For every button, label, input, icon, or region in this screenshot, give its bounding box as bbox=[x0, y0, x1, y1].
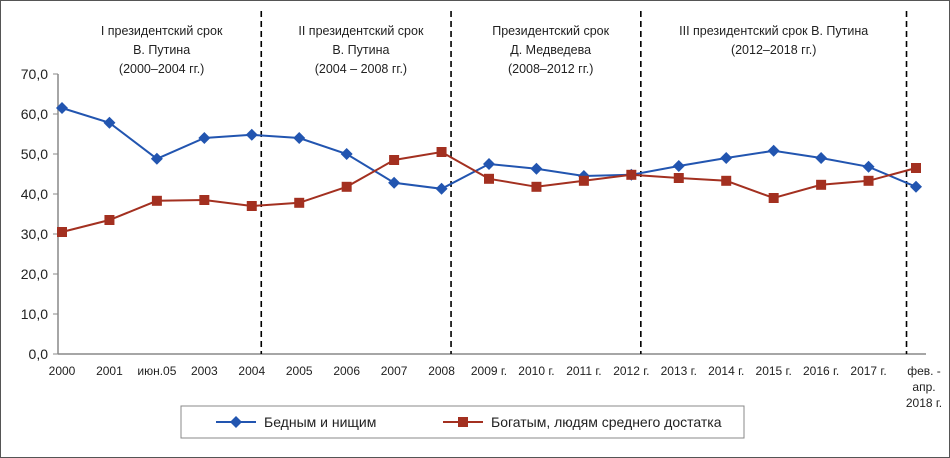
legend-label: Богатым, людям среднего достатка bbox=[491, 414, 722, 430]
data-point-square bbox=[863, 175, 874, 186]
x-tick-label: июн.05 bbox=[137, 364, 176, 378]
x-tick-label: 2007 bbox=[381, 364, 408, 378]
data-point-square bbox=[151, 195, 162, 206]
period-label: II президентский срок bbox=[298, 24, 424, 38]
y-tick-label: 10,0 bbox=[21, 306, 48, 322]
data-point-diamond bbox=[483, 158, 495, 170]
data-point-square bbox=[104, 215, 115, 225]
x-tick-label: фев. - bbox=[907, 364, 941, 378]
period-label: Д. Медведева bbox=[510, 43, 591, 57]
y-tick-label: 20,0 bbox=[21, 266, 48, 282]
data-point-square bbox=[436, 147, 447, 157]
data-point-square bbox=[199, 195, 210, 205]
data-point-square bbox=[294, 197, 305, 208]
data-point-square bbox=[816, 179, 827, 190]
x-tick-label: 2003 bbox=[191, 364, 218, 378]
x-tick-label: 2011 г. bbox=[566, 364, 601, 378]
data-point-square bbox=[578, 175, 589, 186]
data-point-diamond bbox=[340, 148, 353, 160]
data-point-diamond bbox=[530, 162, 543, 175]
y-tick-label: 50,0 bbox=[21, 146, 48, 162]
x-tick-label: 2015 г. bbox=[756, 364, 792, 378]
data-point-diamond bbox=[910, 180, 922, 193]
x-tick-label: 2005 bbox=[286, 364, 313, 378]
period-label: III президентский срок В. Путина bbox=[679, 24, 868, 38]
data-point-square bbox=[57, 227, 67, 237]
x-tick-label: 2004 bbox=[238, 364, 265, 378]
y-tick-label: 0,0 bbox=[29, 346, 49, 362]
y-tick-label: 60,0 bbox=[21, 106, 48, 122]
data-point-square bbox=[246, 201, 257, 211]
data-point-diamond bbox=[720, 152, 733, 164]
data-point-diamond bbox=[293, 132, 306, 144]
period-label: I президентский срок bbox=[101, 24, 223, 38]
x-tick-label: апр. bbox=[912, 380, 935, 394]
y-tick-label: 30,0 bbox=[21, 226, 48, 242]
data-point-square bbox=[768, 193, 779, 203]
x-tick-label: 2018 г. bbox=[906, 396, 942, 410]
period-label: Президентский срок bbox=[492, 24, 609, 38]
x-tick-label: 2010 г. bbox=[518, 364, 554, 378]
data-point-diamond bbox=[198, 132, 211, 144]
x-tick-label: 2008 bbox=[428, 364, 455, 378]
x-tick-label: 2001 bbox=[96, 364, 123, 378]
data-point-diamond bbox=[150, 152, 163, 165]
period-label: В. Путина bbox=[133, 43, 190, 57]
data-point-square bbox=[341, 181, 352, 192]
data-point-square bbox=[673, 173, 684, 183]
data-point-diamond bbox=[815, 152, 828, 164]
x-tick-label: 2013 г. bbox=[661, 364, 697, 378]
x-tick-label: 2009 г. bbox=[471, 364, 507, 378]
data-point-diamond bbox=[435, 182, 448, 195]
period-label: В. Путина bbox=[332, 43, 389, 57]
x-tick-label: 2016 г. bbox=[803, 364, 839, 378]
period-label: (2004 – 2008 гг.) bbox=[315, 62, 407, 76]
data-point-diamond bbox=[672, 160, 685, 172]
period-label: (2008–2012 гг.) bbox=[508, 62, 593, 76]
y-tick-label: 70,0 bbox=[21, 66, 48, 82]
data-point-square bbox=[911, 163, 921, 173]
data-point-diamond bbox=[245, 128, 258, 141]
data-point-diamond bbox=[862, 160, 875, 173]
data-point-square bbox=[389, 155, 400, 165]
data-point-diamond bbox=[767, 144, 780, 157]
y-tick-label: 40,0 bbox=[21, 186, 48, 202]
period-label: (2012–2018 гг.) bbox=[731, 43, 816, 57]
data-point-square bbox=[626, 169, 637, 180]
data-point-square bbox=[531, 181, 542, 192]
legend-diamond-icon bbox=[230, 416, 242, 428]
legend-label: Бедным и нищим bbox=[264, 414, 376, 430]
data-point-diamond bbox=[103, 116, 116, 129]
data-point-diamond bbox=[388, 176, 401, 189]
period-label: (2000–2004 гг.) bbox=[119, 62, 204, 76]
data-point-diamond bbox=[56, 102, 68, 114]
x-tick-label: 2012 г. bbox=[613, 364, 649, 378]
x-tick-label: 2000 bbox=[49, 364, 76, 378]
x-tick-label: 2014 г. bbox=[708, 364, 744, 378]
data-point-square bbox=[721, 175, 732, 186]
x-tick-label: 2017 г. bbox=[850, 364, 886, 378]
data-point-square bbox=[484, 173, 494, 184]
x-tick-label: 2006 bbox=[333, 364, 360, 378]
legend-square-icon bbox=[458, 417, 468, 427]
